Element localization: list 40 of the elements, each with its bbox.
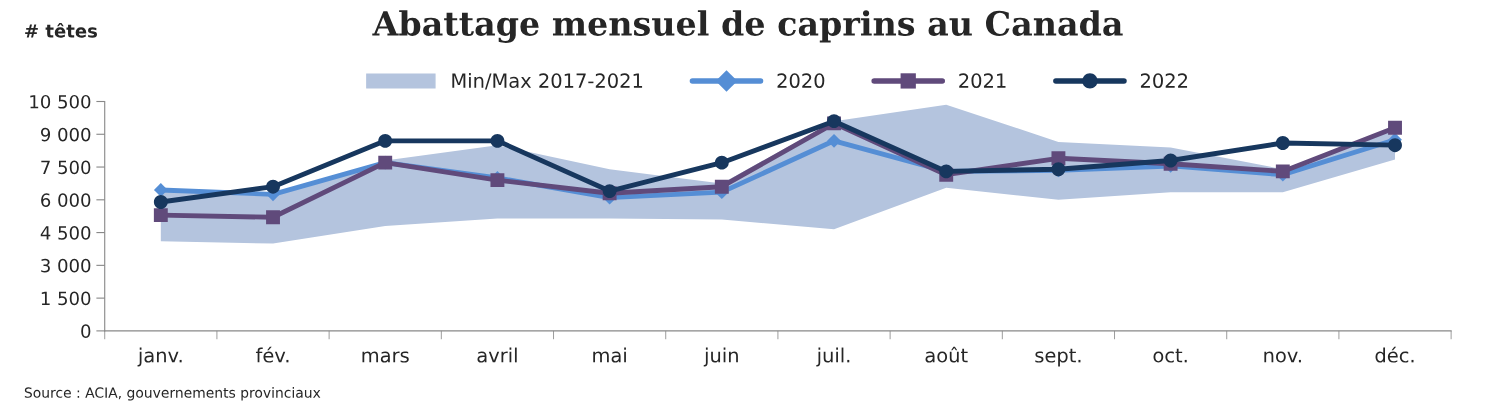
y-tick-label: 3 000	[41, 258, 91, 273]
point	[153, 195, 168, 209]
chart-title: Abattage mensuel de caprins au Canada	[372, 10, 1123, 43]
point	[1275, 136, 1290, 150]
x-tick-label: nov.	[1264, 351, 1301, 363]
y-tick-label: 10 500	[30, 94, 91, 109]
point	[1388, 138, 1402, 153]
point	[714, 155, 729, 170]
x-tick-label: déc.	[1375, 346, 1414, 363]
legend-label: 2022	[1140, 73, 1188, 89]
x-tick-label: août	[925, 346, 968, 363]
x-tick-label: mars	[362, 351, 409, 363]
x-tick-label: avril	[477, 347, 517, 363]
point	[827, 133, 841, 148]
x-tick-label: juil.	[816, 347, 850, 367]
point	[378, 133, 393, 148]
x-tick-label: fév.	[255, 346, 289, 363]
point	[266, 210, 280, 225]
point	[153, 208, 168, 223]
point	[153, 183, 168, 197]
y-tick-label: 1 500	[41, 291, 91, 306]
legend-label: 2020	[777, 73, 825, 89]
y-tick-label: 9 000	[40, 127, 91, 142]
point	[490, 133, 505, 148]
legend-label: Min/Max 2017-2021	[452, 72, 643, 90]
x-tick-label: oct.	[1153, 348, 1187, 363]
point	[1388, 120, 1402, 135]
point	[714, 179, 729, 194]
y-tick-label: 0	[81, 324, 91, 339]
y-axis-title: # têtes	[25, 23, 97, 38]
point	[266, 179, 280, 194]
y-tick-label: 7 500	[41, 160, 91, 175]
x-tick-label: janv.	[137, 347, 182, 367]
x-tick-label: mai	[593, 347, 626, 363]
x-tick-label: juin	[703, 347, 738, 367]
x-tick-label: sept.	[1035, 348, 1081, 367]
legend-label: 2021	[959, 73, 1006, 89]
y-tick-label: 6 000	[41, 193, 91, 207]
y-tick-label: 4 500	[40, 226, 91, 240]
source-note: Source : ACIA, gouvernements provinciaux	[24, 387, 321, 401]
